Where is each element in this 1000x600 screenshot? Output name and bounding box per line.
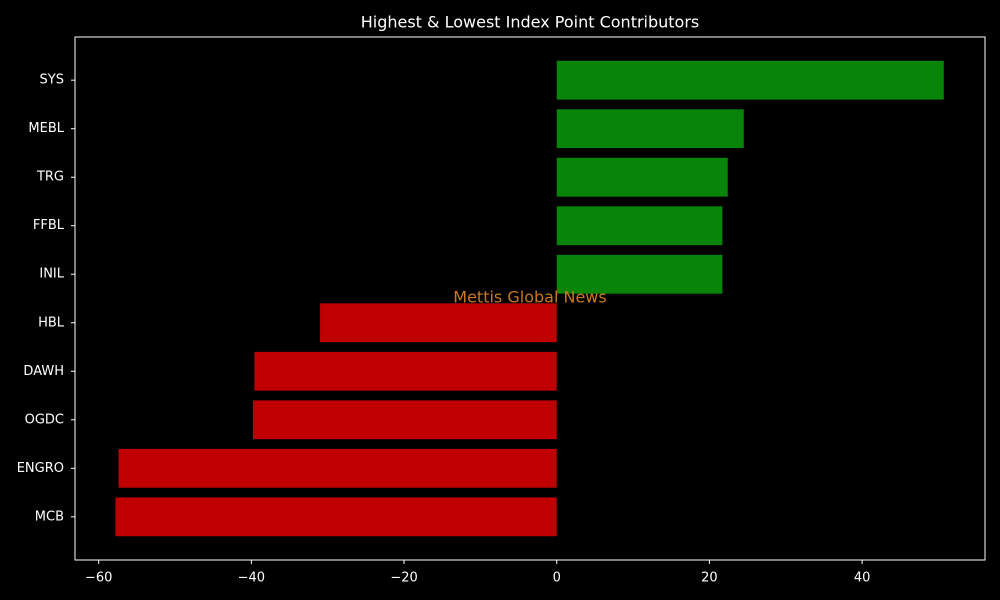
y-tick-label: SYS <box>40 73 64 88</box>
bar <box>254 351 557 391</box>
y-tick-label: FFBL <box>33 218 65 233</box>
x-tick-label: −20 <box>390 571 417 586</box>
y-tick-label: DAWH <box>23 364 64 379</box>
y-tick-label: MCB <box>35 509 64 524</box>
y-tick-label: TRG <box>36 170 64 185</box>
bar <box>556 157 728 197</box>
x-tick-label: −60 <box>85 571 112 586</box>
y-tick-label: INIL <box>39 267 64 282</box>
plot-frame <box>74 36 986 561</box>
chart-title: Highest & Lowest Index Point Contributor… <box>361 13 700 32</box>
x-tick-label: 0 <box>553 571 561 586</box>
bar <box>556 109 744 149</box>
bar <box>556 206 723 246</box>
bar <box>252 400 557 440</box>
bar <box>115 497 557 537</box>
y-tick-label: OGDC <box>25 412 64 427</box>
bar <box>556 60 944 100</box>
bar <box>118 448 557 488</box>
y-tick-label: HBL <box>38 315 65 330</box>
y-tick-label: MEBL <box>28 121 64 136</box>
bar <box>556 254 723 294</box>
x-tick-label: 20 <box>701 571 718 586</box>
y-tick-label: ENGRO <box>17 461 64 476</box>
bar <box>320 303 557 343</box>
watermark: Mettis Global News <box>453 288 606 307</box>
x-tick-label: 40 <box>854 571 871 586</box>
x-tick-label: −40 <box>238 571 265 586</box>
